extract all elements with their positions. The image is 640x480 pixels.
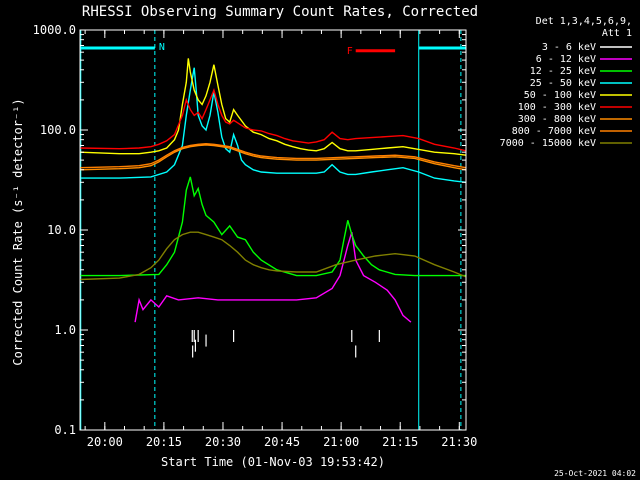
legend-item-label: 50 - 100 keV [524,90,596,101]
timestamp: 25-Oct-2021 04:02 [554,469,636,478]
y-axis-label: Corrected Count Rate (s⁻¹ detector⁻¹) [11,98,25,365]
flag-label: F [347,46,353,57]
x-tick-label: 20:00 [87,435,123,449]
y-tick-label: 10.0 [47,223,76,237]
legend-item-label: 3 - 6 keV [542,42,596,53]
legend-item-label: 25 - 50 keV [530,78,596,89]
x-axis-label: Start Time (01-Nov-03 19:53:42) [161,455,385,469]
x-tick-label: 20:45 [264,435,300,449]
x-tick-label: 21:30 [441,435,477,449]
x-tick-label: 20:30 [205,435,241,449]
series-line-7000-15000-kev [79,231,467,281]
chart-title: RHESSI Observing Summary Count Rates, Co… [82,4,478,20]
x-tick-label: 21:00 [323,435,359,449]
flag-label: N [159,42,165,53]
series-line-100-300-kev [79,88,467,152]
plot-ticks: 0.1 1.0 10.0 100.0 1000.0 20:00 20:15 20:30 20:4… [33,23,478,449]
legend-item-label: 800 - 7000 keV [512,126,596,137]
legend-item-label: 12 - 25 keV [530,66,596,77]
legend-item-label: 6 - 12 keV [536,54,596,65]
legend-item-label: 300 - 800 keV [518,114,596,125]
series-line-25-50-kev [80,67,467,183]
y-tick-label: 100.0 [40,123,76,137]
legend-item-label: 7000 - 15000 keV [500,138,596,149]
y-tick-label: 1000.0 [33,23,76,37]
series-line-300-800-kev [79,144,467,171]
x-tick-label: 21:15 [382,435,418,449]
y-tick-label: 1.0 [54,323,76,337]
series-line-12-25-kev [80,176,466,277]
x-tick-label: 20:15 [146,435,182,449]
legend-header-line-2: Att 1 [602,28,632,39]
series-line-50-100-kev [79,58,467,156]
y-tick-label: 0.1 [54,423,76,437]
series-line-800-7000-kev [79,142,467,169]
series-line-6-12-kev [134,231,412,323]
legend-item-label: 100 - 300 keV [518,102,596,113]
legend-header-line-1: Det 1,3,4,5,6,9, [536,16,632,27]
